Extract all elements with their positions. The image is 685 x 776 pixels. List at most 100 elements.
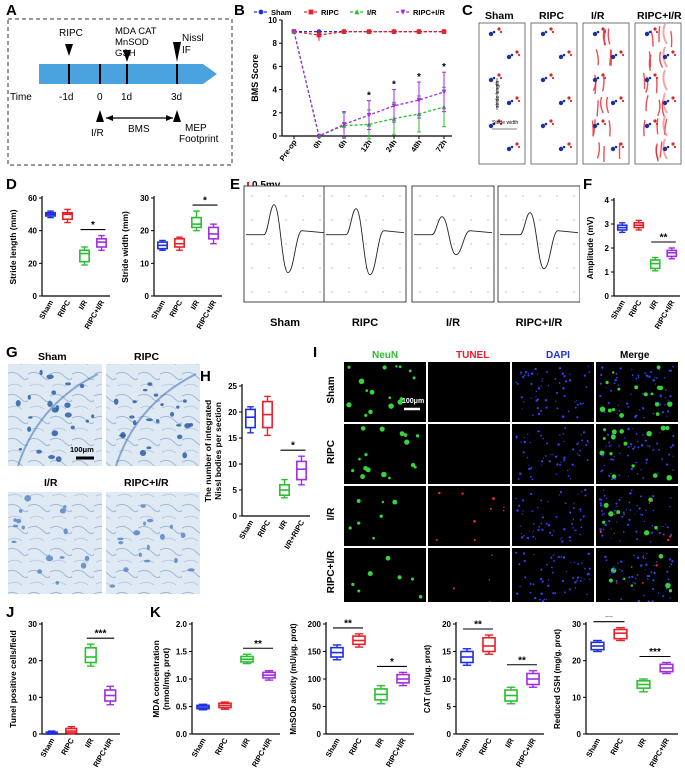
x-tick-label: 72h	[434, 138, 449, 154]
footprint-label-sham: Sham	[485, 10, 514, 22]
y-axis-label: Tunel positive cells/field	[8, 630, 18, 728]
if-cell-tunel-sham	[428, 362, 510, 422]
x-tick-label: I/R	[189, 298, 202, 311]
y-tick-label: 10	[228, 460, 237, 469]
x-tick-label: Sham	[190, 736, 208, 758]
legend-entry: RIPC	[304, 8, 340, 17]
if-cell-neun-i-r	[344, 486, 426, 546]
box-i-r	[374, 684, 388, 705]
if-col-merge: Merge	[620, 350, 650, 361]
y-tick-label: 0	[33, 292, 38, 301]
if-cell-merge-ripc	[596, 424, 678, 484]
significance-label: *	[390, 657, 394, 668]
x-tick-label: Pre-op	[278, 138, 299, 163]
y-tick-label: 5	[447, 703, 452, 712]
y-tick-label: 20	[442, 620, 451, 629]
box-i-r	[636, 678, 651, 693]
if-row-ir: I/R	[326, 507, 337, 521]
y-tick-label: 15	[442, 648, 451, 657]
if-cell-merge-sham	[596, 362, 678, 422]
mep-trace-ripc-i-r: RIPC+I/R	[497, 185, 580, 329]
box-sham	[590, 639, 605, 653]
bms-line-chart: Sham RIPC I/R RIPC+I/R 0 2 4 6 8 10 BMS Score Pre-o…	[250, 8, 452, 163]
x-tick-label: RIPC+I/R	[647, 736, 671, 769]
x-tick-label: I/R	[83, 736, 96, 749]
mep-trace-i-r: I/R	[411, 185, 495, 329]
legend-entry: I/R	[350, 8, 377, 17]
legend-entry: RIPC+I/R	[396, 8, 445, 17]
if-cell-tunel-ripc-i-r	[428, 548, 510, 602]
y-tick-label: 2	[273, 109, 278, 118]
box-i-r	[649, 256, 661, 272]
y-tick-label: 10	[28, 693, 37, 702]
cat-chart: 0 5 10 15 20 CAT (mU/μg. prot) Sham RIPC I/RRIPC…	[423, 620, 544, 769]
x-tick-label: I/R	[636, 736, 649, 749]
if-cell-neun-ripc-i-r	[344, 548, 426, 602]
significance-label: *	[367, 91, 371, 102]
if-col-neun: NeuN	[372, 350, 398, 361]
box-ripc	[482, 634, 496, 655]
svg-text:Sham: Sham	[271, 8, 292, 17]
significance-label: *	[442, 62, 446, 73]
x-tick-label: 12h	[359, 138, 374, 154]
box-ripc-i-r	[262, 670, 276, 681]
y-tick-label: 15	[228, 434, 237, 443]
footprint-strip	[634, 22, 682, 165]
mda-chart: 0.0 0.5 1.0 1.5 2.0 MDA concentration(nmol/mg…	[151, 620, 280, 769]
y-axis-label: Amplitude (mV)	[585, 216, 595, 279]
significance-label: *	[392, 80, 396, 91]
box-i-r	[279, 478, 290, 499]
y-tick-label: 4	[605, 196, 610, 205]
x-tick-label: Sham	[237, 518, 255, 540]
tick-0: 0	[97, 92, 103, 103]
if-cell-merge-ripc-i-r	[596, 548, 678, 602]
panel-label-d: D	[6, 176, 17, 193]
y-tick-label: 1.5	[176, 648, 188, 657]
marker-up-icon	[96, 110, 104, 122]
significance-label: ***	[95, 629, 107, 640]
significance-label: **	[254, 639, 262, 650]
y-tick-label: 50	[312, 703, 321, 712]
x-tick-label: 48h	[409, 138, 424, 154]
box-sham	[196, 703, 210, 711]
box-ripc-i-r	[659, 661, 674, 675]
significance-label: **	[344, 618, 352, 629]
box-sham	[616, 222, 628, 234]
nissl-image-ripc	[106, 364, 200, 467]
y-tick-label: 1.0	[176, 675, 188, 684]
if-cell-merge-i-r	[596, 486, 678, 546]
significance-label: **	[660, 233, 668, 244]
y-tick-label: 20	[140, 227, 149, 236]
y-tick-label: 0.5	[176, 703, 188, 712]
y-tick-label: 20	[228, 408, 237, 417]
box-sham	[460, 648, 474, 666]
if-row-ripc: RIPC	[326, 440, 337, 464]
x-tick-label: RIPC	[347, 736, 364, 757]
bms-label: BMS	[128, 124, 150, 135]
box-ripc	[65, 725, 78, 735]
panel-label-f: F	[583, 176, 593, 193]
box-i-r	[79, 246, 90, 266]
y-axis-label: The number of integratedNissl bodies per…	[203, 400, 223, 502]
x-tick-label: Sham	[454, 736, 472, 758]
marker-down-icon	[123, 50, 131, 62]
y-tick-label: 3	[605, 220, 610, 229]
x-tick-label: RIPC+I/R	[514, 736, 538, 769]
y-tick-label: 0	[317, 730, 322, 739]
y-tick-label: 20	[572, 657, 581, 666]
box-ripc	[262, 395, 273, 437]
box-ripc-i-r	[666, 247, 678, 260]
footprint-label-ir: I/R	[591, 10, 605, 22]
significance-label: *	[203, 196, 207, 207]
footprint-strip	[582, 22, 630, 165]
immunofluorescence-grid: NeuN TUNEL DAPI Merge Sham RIPC I/R RIPC…	[326, 350, 678, 602]
event-ir: I/R	[91, 128, 104, 139]
box-sham	[45, 730, 58, 735]
x-tick-label: RIPC+I/R	[250, 736, 274, 769]
nissl-label-sham: Sham	[38, 351, 67, 363]
event-footprint: Footprint	[179, 134, 219, 145]
y-tick-label: 200	[308, 620, 322, 629]
